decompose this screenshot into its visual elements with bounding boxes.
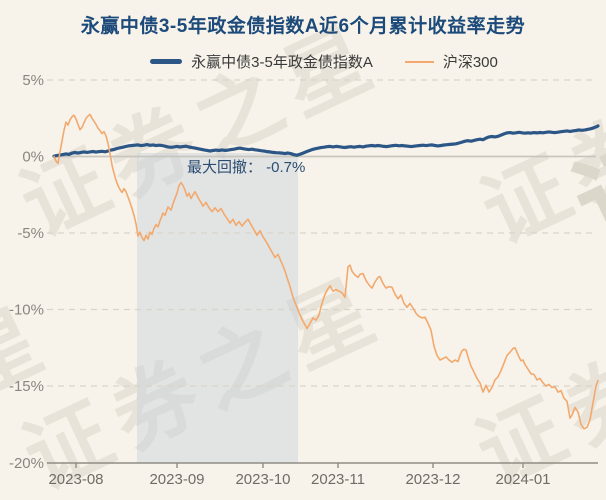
page-title: 永赢中债3-5年政金债指数A近6个月累计收益率走势 <box>80 16 526 37</box>
y-tick-label: 0% <box>22 149 44 166</box>
y-tick-label: -10% <box>9 302 44 319</box>
x-tick-label: 2023-10 <box>235 471 290 488</box>
y-tick-label: -20% <box>9 455 44 472</box>
y-tick-label: 5% <box>22 72 44 89</box>
benchmark-series-line <box>53 113 599 430</box>
x-tick-label: 2023-11 <box>311 471 365 488</box>
chart-header: 永赢中债3-5年政金债指数A近6个月累计收益率走势 永赢中债3-5年政金债指数A… <box>0 0 606 72</box>
legend-item-fund: 永赢中债3-5年政金债指数A <box>150 51 373 72</box>
benchmark-line-swatch-icon <box>404 60 434 63</box>
max-drawdown-band <box>137 153 298 463</box>
max-drawdown-annotation: 最大回撤： -0.7% <box>187 159 306 176</box>
x-tick-label: 2023-12 <box>405 471 460 488</box>
x-tick-label: 2023-09 <box>149 471 204 488</box>
fund-line-swatch-icon <box>150 59 183 64</box>
x-tick-label: 2023-08 <box>48 471 103 488</box>
y-tick-label: -5% <box>17 225 44 242</box>
legend-item-benchmark: 沪深300 <box>404 51 498 72</box>
fund-series-line <box>52 124 600 158</box>
y-tick-label: -15% <box>9 378 44 395</box>
x-tick-label: 2024-01 <box>495 471 550 488</box>
legend-label-benchmark: 沪深300 <box>442 54 498 71</box>
legend: 永赢中债3-5年政金债指数A 沪深300 <box>21 51 606 72</box>
legend-label-fund: 永赢中债3-5年政金债指数A <box>191 54 373 71</box>
